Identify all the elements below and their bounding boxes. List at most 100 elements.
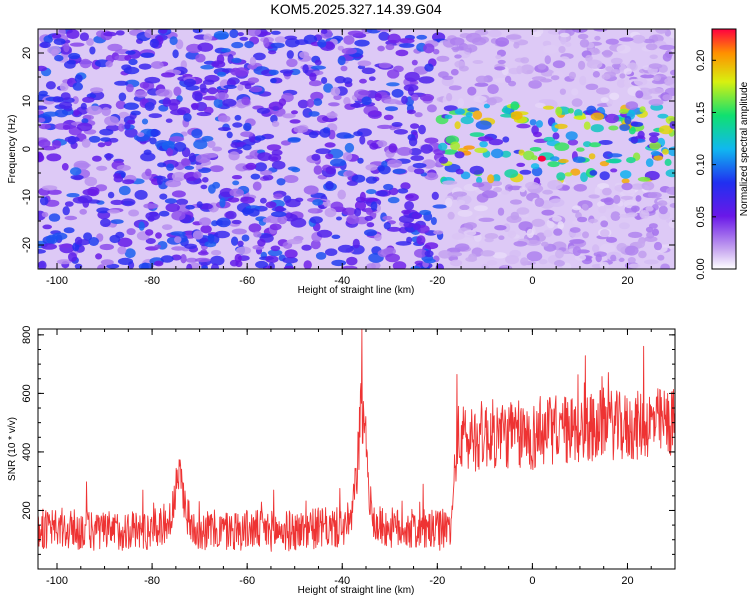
heatmap-cell xyxy=(497,59,506,65)
heatmap-cell xyxy=(165,179,182,188)
heatmap-cell xyxy=(484,237,494,243)
heatmap-cell xyxy=(262,217,272,223)
heatmap-cell xyxy=(516,207,530,215)
x-tick-label: -20 xyxy=(429,575,445,587)
heatmap-cell xyxy=(333,94,342,100)
heatmap-cell xyxy=(388,143,398,153)
heatmap-cell xyxy=(433,48,440,55)
heatmap-cell xyxy=(191,103,199,111)
heatmap-cell xyxy=(609,92,620,101)
heatmap-cell xyxy=(286,238,303,245)
heatmap-cell xyxy=(260,169,273,176)
y-tick-label: 400 xyxy=(21,443,33,461)
heatmap-cell xyxy=(451,232,465,240)
heatmap-cell xyxy=(411,59,418,66)
heatmap-cell xyxy=(89,46,96,55)
heatmap-cell xyxy=(430,217,437,225)
heatmap-cell xyxy=(232,180,240,186)
heatmap-cell xyxy=(165,118,173,123)
heatmap-cell xyxy=(383,114,394,121)
heatmap-cell xyxy=(138,221,145,231)
heatmap-cell xyxy=(387,196,400,204)
x-tick-label: -60 xyxy=(239,275,255,287)
heatmap-cell xyxy=(303,260,312,269)
heatmap-cell xyxy=(161,141,175,151)
heatmap-cell xyxy=(237,32,244,37)
heatmap-cell xyxy=(45,81,56,90)
heatmap-cell xyxy=(171,190,186,198)
heatmap-cell xyxy=(628,263,641,269)
heatmap-cell xyxy=(105,60,113,68)
heatmap-cell xyxy=(431,191,439,200)
heatmap-cell xyxy=(554,142,570,151)
heatmap-cell xyxy=(79,58,92,69)
y-tick-label: 0 xyxy=(21,146,33,152)
heatmap-cell xyxy=(538,99,555,104)
heatmap-cell xyxy=(605,66,614,72)
heatmap-cell xyxy=(150,61,164,69)
heatmap-cell xyxy=(531,218,546,227)
heatmap-cell xyxy=(396,146,413,156)
heatmap-cell xyxy=(493,77,508,83)
heatmap-cell xyxy=(104,116,119,126)
colorbar: 0.00 0.05 0.10 0.15 0.20 Normalized spectral… xyxy=(695,28,750,280)
colorbar-gradient xyxy=(711,28,737,270)
heatmap-cell xyxy=(282,256,298,264)
heatmap-cell xyxy=(124,248,136,259)
heatmap-cell xyxy=(96,165,108,171)
heatmap-cell xyxy=(231,57,242,64)
heatmap-cell xyxy=(252,181,262,191)
heatmap-cell xyxy=(308,111,320,117)
heatmap-cell xyxy=(564,172,573,177)
heatmap-cell xyxy=(463,44,478,53)
x-tick-label: 20 xyxy=(621,275,633,287)
heatmap-cell xyxy=(171,171,187,182)
heatmap-cell xyxy=(467,86,477,96)
heatmap-cell xyxy=(572,156,586,163)
heatmap-cell xyxy=(128,58,138,66)
heatmap-cell xyxy=(350,103,365,108)
heatmap-cell xyxy=(405,193,419,202)
heatmap-cell xyxy=(533,131,542,138)
heatmap-cell xyxy=(244,83,252,90)
heatmap-cell xyxy=(130,110,141,116)
heatmap-cell xyxy=(519,187,526,193)
heatmap-cell xyxy=(81,138,91,148)
heatmap-cell xyxy=(433,230,444,235)
heatmap-cell xyxy=(170,231,186,236)
heatmap-cell xyxy=(310,91,324,101)
x-tick-label: 20 xyxy=(621,575,633,587)
heatmap-cell xyxy=(650,150,661,156)
heatmap-cell xyxy=(107,191,115,199)
heatmap-cell xyxy=(637,239,646,248)
heatmap-cell xyxy=(529,119,537,126)
x-tick-label: 0 xyxy=(529,275,535,287)
heatmap-cell xyxy=(88,135,101,143)
heatmap-cell xyxy=(635,90,644,99)
heatmap-cell xyxy=(314,59,322,66)
heatmap-cell xyxy=(337,244,354,253)
heatmap-cell xyxy=(144,102,155,111)
heatmap-cell xyxy=(572,205,582,211)
heatmap-cell xyxy=(226,131,233,139)
heatmap-cell xyxy=(447,211,455,220)
heatmap-cell xyxy=(160,255,174,263)
heatmap-cell xyxy=(558,158,569,164)
heatmap-cell xyxy=(216,217,231,228)
heatmap-cell xyxy=(419,93,435,102)
heatmap-cell xyxy=(653,74,662,82)
heatmap-cell xyxy=(86,105,103,116)
heatmap-cell xyxy=(657,200,668,207)
heatmap-cell xyxy=(406,236,413,244)
heatmap-cell xyxy=(510,199,522,205)
heatmap-cell xyxy=(308,80,322,87)
heatmap-cell xyxy=(60,92,71,101)
heatmap-cell xyxy=(513,42,520,49)
heatmap-cell xyxy=(58,101,73,110)
heatmap-cell xyxy=(331,259,347,267)
heatmap-cell xyxy=(219,187,234,198)
heatmap-cell xyxy=(66,29,80,39)
heatmap-cell xyxy=(457,98,464,108)
heatmap-cell xyxy=(99,243,115,251)
